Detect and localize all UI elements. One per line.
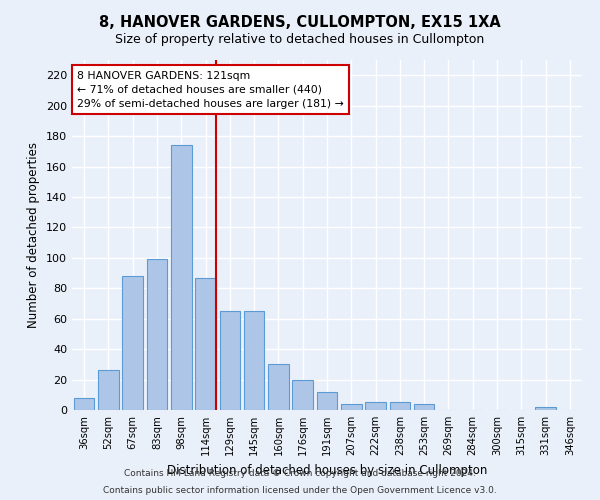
Bar [389, 402, 410, 410]
Bar [365, 402, 386, 410]
Bar [171, 145, 191, 410]
Bar [414, 404, 434, 410]
X-axis label: Distribution of detached houses by size in Cullompton: Distribution of detached houses by size … [167, 464, 487, 476]
Bar [244, 311, 265, 410]
Bar [268, 364, 289, 410]
Text: Contains public sector information licensed under the Open Government Licence v3: Contains public sector information licen… [103, 486, 497, 495]
Bar [195, 278, 216, 410]
Bar [220, 311, 240, 410]
Bar [146, 260, 167, 410]
Y-axis label: Number of detached properties: Number of detached properties [28, 142, 40, 328]
Bar [535, 407, 556, 410]
Text: Contains HM Land Registry data © Crown copyright and database right 2024.: Contains HM Land Registry data © Crown c… [124, 468, 476, 477]
Bar [74, 398, 94, 410]
Bar [122, 276, 143, 410]
Bar [292, 380, 313, 410]
Text: Size of property relative to detached houses in Cullompton: Size of property relative to detached ho… [115, 32, 485, 46]
Bar [317, 392, 337, 410]
Text: 8, HANOVER GARDENS, CULLOMPTON, EX15 1XA: 8, HANOVER GARDENS, CULLOMPTON, EX15 1XA [99, 15, 501, 30]
Bar [98, 370, 119, 410]
Text: 8 HANOVER GARDENS: 121sqm
← 71% of detached houses are smaller (440)
29% of semi: 8 HANOVER GARDENS: 121sqm ← 71% of detac… [77, 70, 344, 108]
Bar [341, 404, 362, 410]
